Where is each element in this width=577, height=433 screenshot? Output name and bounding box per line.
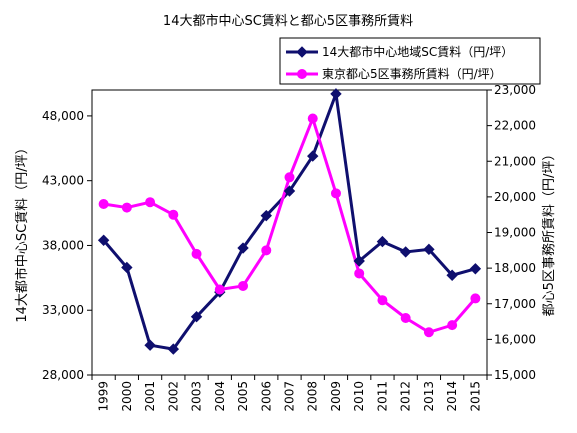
x-tick-label: 2010 bbox=[352, 381, 366, 412]
legend-label-0: 14大都市中心地域SC賃料（円/坪） bbox=[322, 44, 513, 59]
y-right-tick-label: 17,000 bbox=[494, 297, 536, 311]
x-tick-label: 2011 bbox=[375, 381, 389, 412]
x-tick-label: 2002 bbox=[166, 381, 180, 412]
legend-label-1: 東京都心5区事務所賃料（円/坪） bbox=[322, 66, 502, 81]
series-1-point bbox=[447, 320, 458, 331]
x-tick-label: 1999 bbox=[97, 381, 111, 412]
legend-marker-1 bbox=[297, 69, 307, 79]
x-tick-label: 2009 bbox=[329, 381, 343, 412]
series-1-point bbox=[168, 209, 179, 220]
series-0-point bbox=[307, 150, 319, 162]
series-0-point bbox=[376, 235, 389, 248]
series-0-point bbox=[469, 263, 482, 275]
x-tick-label: 2013 bbox=[422, 381, 436, 412]
y-right-tick-label: 22,000 bbox=[494, 119, 536, 133]
y-axis-left-label: 14大都市中心SC賃料（円/坪） bbox=[14, 141, 30, 322]
y-left-tick-label: 28,000 bbox=[42, 368, 84, 382]
x-tick-label: 2004 bbox=[213, 381, 227, 412]
series-0-point bbox=[330, 88, 342, 100]
series-0-point bbox=[260, 209, 272, 222]
x-tick-label: 2005 bbox=[236, 381, 250, 412]
x-tick-label: 2006 bbox=[259, 381, 273, 412]
x-tick-label: 2014 bbox=[445, 381, 459, 412]
series-1-point bbox=[330, 188, 341, 199]
series-0-point bbox=[423, 243, 435, 256]
series-0-point bbox=[353, 255, 365, 267]
x-tick-label: 2003 bbox=[190, 381, 204, 412]
series-1-point bbox=[423, 327, 434, 338]
series-1-point bbox=[354, 268, 365, 279]
y-right-tick-label: 16,000 bbox=[494, 332, 536, 346]
series-1-point bbox=[121, 202, 132, 213]
legend: 14大都市中心地域SC賃料（円/坪） 東京都心5区事務所賃料（円/坪） bbox=[279, 37, 541, 85]
series-1-point bbox=[214, 284, 225, 295]
series-1-point bbox=[238, 280, 249, 291]
x-tick-label: 2001 bbox=[143, 381, 157, 412]
series-1-point bbox=[284, 172, 295, 183]
series-1-point bbox=[261, 245, 272, 256]
series-1-point bbox=[470, 293, 481, 304]
legend-box bbox=[279, 37, 541, 85]
x-tick-label: 2015 bbox=[468, 381, 482, 412]
series-1-point bbox=[307, 113, 318, 124]
series-0-point bbox=[167, 343, 180, 355]
series-0-point bbox=[144, 339, 156, 351]
series-1-point bbox=[400, 313, 411, 323]
y-left-tick-label: 48,000 bbox=[42, 109, 84, 123]
y-right-tick-label: 18,000 bbox=[494, 261, 536, 275]
y-right-tick-label: 19,000 bbox=[494, 226, 536, 240]
chart-title: 14大都市中心SC賃料と都心5区事務所賃料 bbox=[163, 13, 413, 29]
series-markers bbox=[97, 88, 482, 355]
series-0-point bbox=[399, 246, 412, 258]
y-right-tick-label: 15,000 bbox=[494, 368, 536, 382]
axes: 28,000 33,000 38,000 43,000 48,000 15,000 16,0… bbox=[42, 83, 536, 412]
x-tick-label: 2012 bbox=[399, 381, 413, 412]
y-left-tick-label: 38,000 bbox=[42, 238, 84, 252]
y-right-tick-label: 23,000 bbox=[494, 83, 536, 97]
series-0-point bbox=[446, 269, 458, 281]
y-left-tick-label: 33,000 bbox=[42, 303, 84, 317]
y-left-tick-label: 43,000 bbox=[42, 174, 84, 188]
series-0-point bbox=[237, 242, 249, 254]
series-1-point bbox=[145, 197, 156, 208]
series-1-point bbox=[98, 199, 109, 209]
series-1-point bbox=[377, 295, 388, 306]
x-tick-label: 2007 bbox=[283, 381, 297, 412]
series-0-point bbox=[190, 310, 203, 323]
series-1-point bbox=[191, 248, 202, 259]
legend-items: 14大都市中心地域SC賃料（円/坪） 東京都心5区事務所賃料（円/坪） bbox=[286, 44, 513, 81]
y-axis-right-label: 都心5区事務所賃料（円/坪） bbox=[542, 148, 557, 317]
y-right-tick-label: 20,000 bbox=[494, 190, 536, 204]
series-0-point bbox=[121, 261, 133, 274]
x-tick-label: 2000 bbox=[120, 381, 134, 412]
x-tick-label: 2008 bbox=[306, 381, 320, 412]
series-0-point bbox=[97, 234, 110, 246]
y-right-tick-label: 21,000 bbox=[494, 154, 536, 168]
legend-marker-0 bbox=[296, 46, 308, 58]
series-0-point bbox=[283, 185, 296, 197]
